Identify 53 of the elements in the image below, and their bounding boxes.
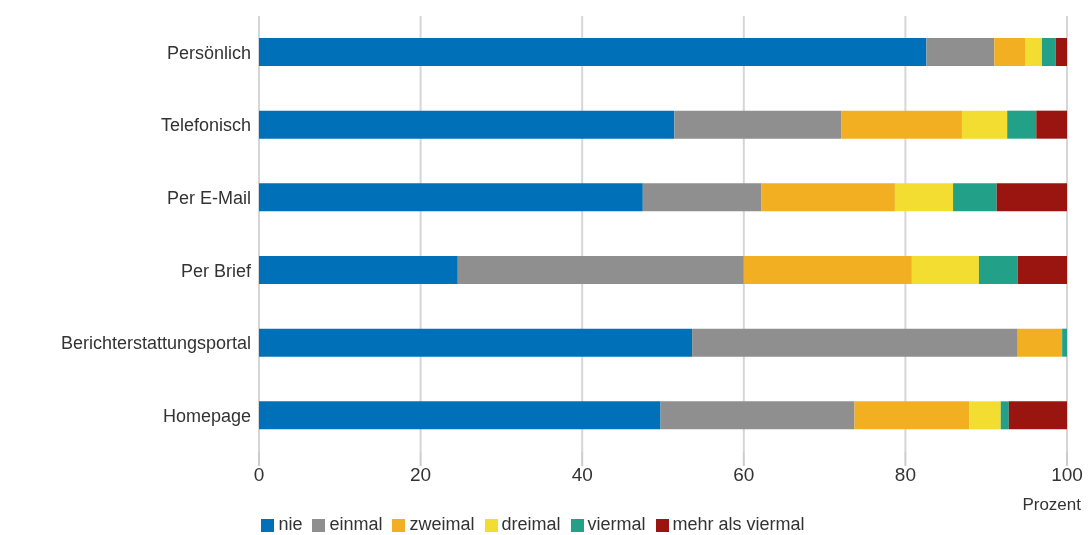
- x-axis-title: Prozent: [1022, 495, 1082, 514]
- bar: [642, 183, 762, 212]
- x-tick-label: 100: [1051, 464, 1083, 486]
- bar: [1036, 110, 1067, 139]
- bar: [994, 38, 1025, 66]
- bar: [692, 328, 1018, 357]
- bar: [953, 183, 997, 212]
- x-tick-label: 60: [733, 464, 755, 486]
- x-tick-label: 80: [894, 464, 916, 486]
- bar: [911, 256, 979, 284]
- legend-label: mehr als viermal: [672, 514, 805, 534]
- y-tick-label: Persönlich: [166, 42, 251, 63]
- bar: [674, 110, 842, 139]
- bar: [926, 38, 995, 66]
- bar: [1017, 328, 1063, 357]
- legend-label: zweimal: [409, 514, 475, 534]
- bar: [1024, 38, 1042, 66]
- legend-label: viermal: [587, 514, 646, 534]
- bar: [1041, 38, 1056, 66]
- bar: [961, 110, 1008, 139]
- y-tick-label: Berichterstattungsportal: [60, 333, 251, 354]
- bar: [457, 256, 744, 284]
- bar: [259, 38, 927, 66]
- bar: [1055, 38, 1067, 66]
- bar: [969, 401, 1001, 430]
- bar: [1008, 401, 1067, 430]
- legend-label: einmal: [329, 514, 383, 534]
- bar: [259, 401, 661, 430]
- bar: [259, 183, 643, 212]
- bar: [660, 401, 855, 430]
- legend-label: dreimal: [501, 514, 561, 534]
- bar: [1017, 256, 1067, 284]
- x-tick-label: 40: [571, 464, 593, 486]
- bar: [841, 110, 962, 139]
- x-tick-label: 20: [410, 464, 432, 486]
- y-tick-label: Per E-Mail: [166, 188, 251, 209]
- bar: [894, 183, 954, 212]
- bar: [259, 256, 458, 284]
- bar: [743, 256, 912, 284]
- bar: [1000, 401, 1009, 430]
- bar: [1007, 110, 1037, 139]
- bar: [1062, 328, 1067, 357]
- y-tick-label: Homepage: [162, 406, 251, 427]
- y-tick-label: Telefonisch: [160, 115, 251, 136]
- bar: [761, 183, 895, 212]
- x-tick-label: 0: [253, 464, 265, 486]
- bar: [978, 256, 1018, 284]
- bar: [996, 183, 1067, 212]
- legend-label: nie: [278, 514, 303, 534]
- bar: [259, 110, 675, 139]
- y-tick-label: Per Brief: [180, 260, 252, 281]
- bar: [259, 328, 693, 357]
- bar: [854, 401, 970, 430]
